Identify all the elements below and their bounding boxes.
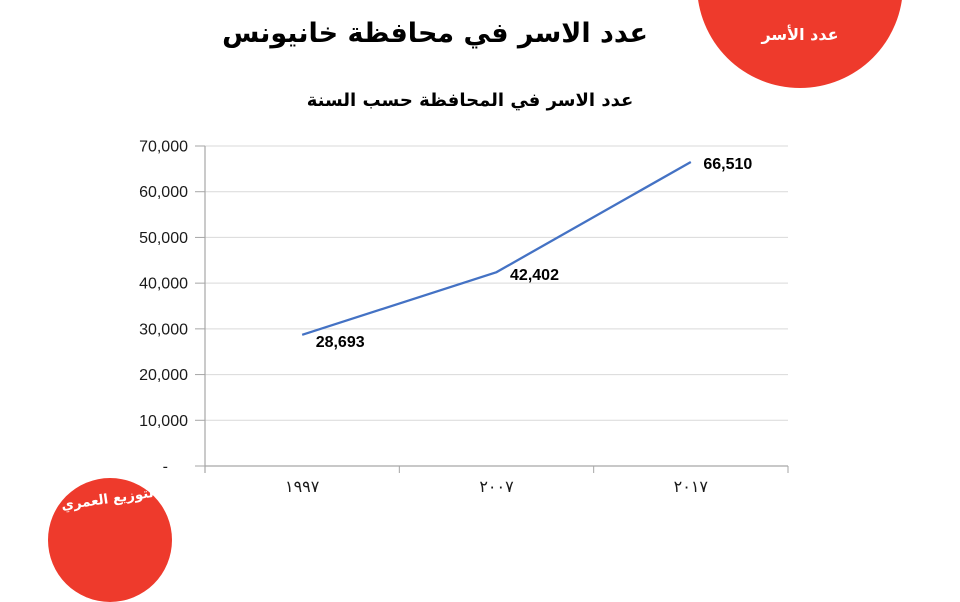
series-line [301,160,692,336]
chart-title: عدد الاسر في المحافظة حسب السنة [306,90,634,111]
y-tick-label: 30,000 [139,321,188,338]
x-axis-label: ٢٠١٧ [674,477,709,496]
badge-age-distribution-label: التوزيع العمري [60,484,160,514]
slide-title: عدد الاسر في محافظة خانيونس [222,18,648,49]
data-label: 42,402 [510,267,559,284]
x-axis-label: ١٩٩٧ [285,477,320,496]
x-axis-label: ٢٠٠٧ [479,477,514,496]
badge-age-distribution[interactable]: التوزيع العمري [48,478,172,602]
y-tick-label: 40,000 [139,276,188,293]
y-tick-label: 10,000 [139,413,188,430]
y-tick-label: 20,000 [139,367,188,384]
y-tick-label: - [163,459,168,476]
y-tick-label: 60,000 [139,184,188,201]
data-label: 28,693 [316,334,365,351]
y-tick-label: 70,000 [139,139,188,156]
data-label: 66,510 [703,156,752,173]
y-tick-label: 50,000 [139,230,188,247]
slide: { "slide": { "title": "عدد الاسر في محاف… [48,0,903,602]
line-chart: 70,000 60,000 50,000 40,000 30,000 20,000 10,0… [139,139,789,496]
badge-family-count-label: عدد الأسر [761,25,839,44]
